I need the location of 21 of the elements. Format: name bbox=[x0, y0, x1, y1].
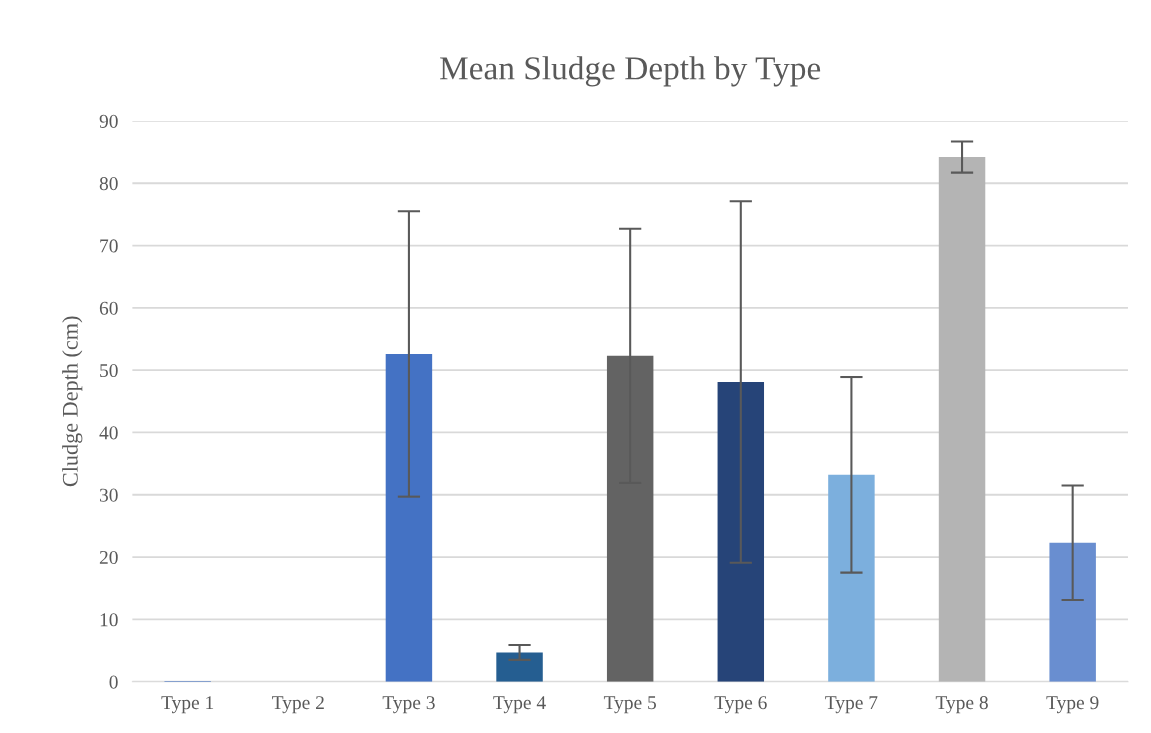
y-tick-label: 30 bbox=[99, 488, 118, 502]
x-tick-label: Type 3 bbox=[382, 696, 435, 714]
y-tick-label: 70 bbox=[100, 239, 118, 253]
x-tick-label: Type 4 bbox=[493, 696, 546, 714]
x-tick-label: Type 1 bbox=[161, 696, 214, 714]
x-tick-label: Type 7 bbox=[825, 696, 878, 714]
y-tick-label: 20 bbox=[99, 550, 118, 565]
y-tick-label: 10 bbox=[100, 613, 118, 627]
y-tick-label: 80 bbox=[99, 177, 118, 191]
x-tick-label: Type 6 bbox=[714, 696, 767, 714]
y-axis-title: Cludge Depth (cm) bbox=[62, 316, 83, 487]
y-tick-label: 50 bbox=[100, 363, 118, 378]
x-tick-label: Type 8 bbox=[935, 696, 988, 714]
y-tick-label: 60 bbox=[99, 301, 118, 315]
y-tick-label: 0 bbox=[109, 675, 118, 689]
y-tick-label: 90 bbox=[99, 114, 118, 128]
x-tick-label: Type 2 bbox=[272, 696, 324, 714]
x-tick-label: Type 9 bbox=[1046, 696, 1099, 714]
y-tick-label: 40 bbox=[99, 426, 118, 440]
chart-title: Mean Sludge Depth by Type bbox=[440, 56, 821, 87]
x-tick-label: Type 5 bbox=[603, 696, 656, 714]
